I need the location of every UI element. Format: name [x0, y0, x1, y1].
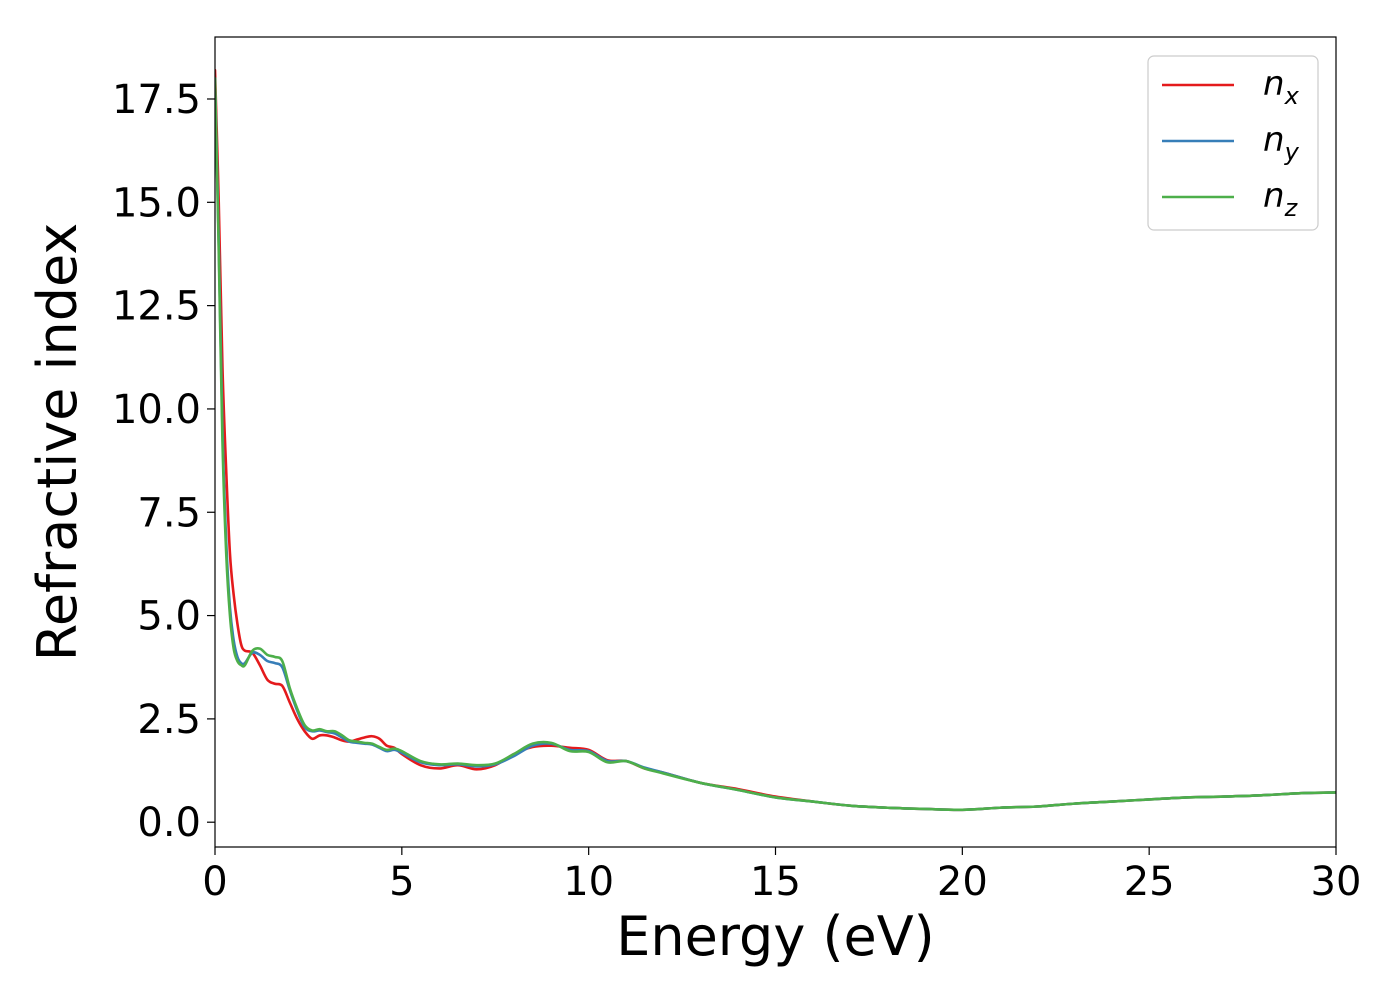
x-axis: 0 5 10 15 20 25 30 [202, 847, 1361, 905]
y-tick-label: 12.5 [112, 284, 201, 330]
legend-label-nx: nx [1263, 64, 1300, 110]
legend: nx ny nz [1147, 55, 1319, 231]
x-tick-label: 5 [389, 859, 414, 905]
x-tick-label: 0 [202, 859, 227, 905]
x-tick-label: 25 [1124, 859, 1175, 905]
y-tick-label: 5.0 [137, 594, 201, 640]
y-tick-label: 0.0 [137, 800, 201, 846]
x-tick-label: 10 [563, 859, 614, 905]
y-tick-label: 10.0 [112, 387, 201, 433]
legend-label-ny: ny [1263, 120, 1300, 166]
y-tick-label: 15.0 [112, 180, 201, 226]
x-axis-label: Energy (eV) [616, 905, 935, 968]
y-axis: 0.0 2.5 5.0 7.5 10.0 12.5 15.0 17.5 [112, 77, 215, 846]
series-line-nz [215, 77, 1336, 812]
legend-box [1147, 55, 1319, 231]
x-tick-label: 20 [937, 859, 988, 905]
y-tick-label: 2.5 [137, 697, 201, 743]
legend-label-nz: nz [1263, 176, 1299, 222]
x-tick-label: 30 [1311, 859, 1362, 905]
series-layer [215, 68, 1336, 812]
y-axis-label: Refractive index [26, 223, 89, 662]
x-tick-label: 15 [750, 859, 801, 905]
y-tick-label: 7.5 [137, 490, 201, 536]
y-tick-label: 17.5 [112, 77, 201, 123]
